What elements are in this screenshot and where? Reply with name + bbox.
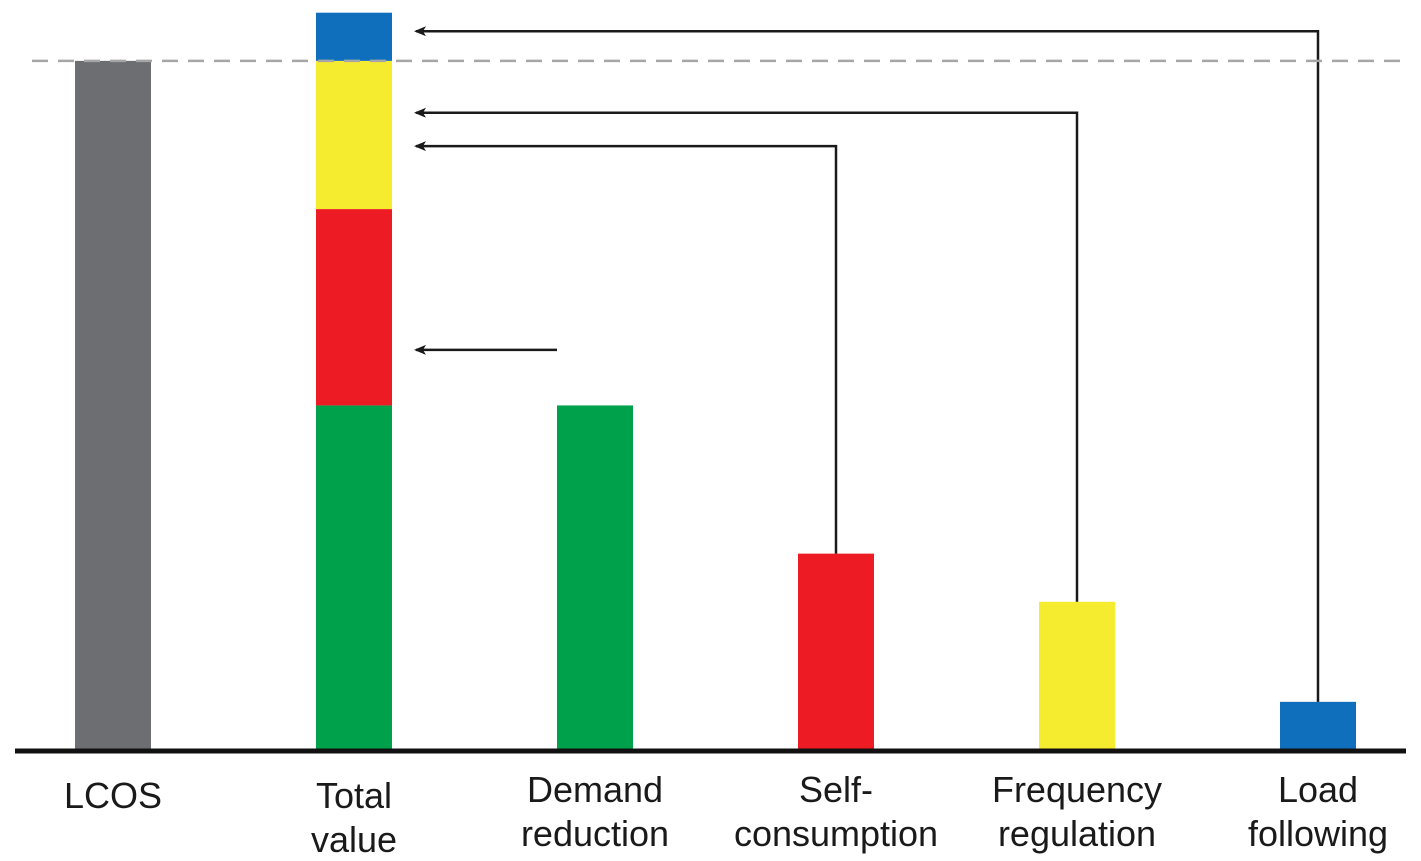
tick-label-self-consumption: Self-consumption bbox=[734, 769, 938, 854]
tick-label-line: Total bbox=[316, 775, 392, 816]
tick-label-line: value bbox=[311, 819, 397, 860]
tick-label-line: LCOS bbox=[64, 775, 162, 816]
total-value-segment-self-consumption bbox=[316, 209, 392, 406]
tick-label-line: Demand bbox=[527, 769, 663, 810]
arrow-self-consumption bbox=[414, 141, 838, 554]
bar-frequency-regulation bbox=[1039, 601, 1115, 750]
total-value-segment-load-following bbox=[316, 12, 392, 61]
connectors-layer bbox=[414, 26, 1320, 702]
arrow-load-following bbox=[414, 26, 1320, 702]
total-value-segment-frequency-regulation bbox=[316, 60, 392, 210]
tick-label-line: Load bbox=[1278, 769, 1358, 810]
tick-label-frequency-regulation: Frequency regulation bbox=[992, 769, 1162, 854]
tick-label-load-following: Load following bbox=[1248, 769, 1388, 854]
bar-demand-reduction bbox=[557, 405, 633, 750]
bar-lcos bbox=[75, 60, 151, 751]
bar-self-consumption bbox=[798, 553, 874, 750]
total-value-segment-demand-reduction bbox=[316, 405, 392, 750]
tick-label-line: reduction bbox=[521, 813, 669, 854]
tick-label-line: Frequency bbox=[992, 769, 1162, 810]
bars-layer bbox=[75, 12, 1356, 751]
arrow-frequency-regulation bbox=[414, 107, 1079, 602]
tick-label-lcos: LCOS bbox=[64, 775, 162, 816]
tick-label-line: consumption bbox=[734, 813, 938, 854]
tick-label-demand-reduction: Demand reduction bbox=[521, 769, 669, 854]
tick-label-line: following bbox=[1248, 813, 1388, 854]
tick-label-line: Self- bbox=[799, 769, 873, 810]
category-labels: LCOS Total value Demand reduction Self-consum… bbox=[64, 769, 1388, 860]
tick-label-total-value: Total value bbox=[311, 775, 397, 860]
tick-label-line: regulation bbox=[998, 813, 1156, 854]
bar-load-following bbox=[1280, 701, 1356, 750]
